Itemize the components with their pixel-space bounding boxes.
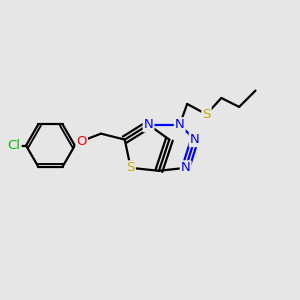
Text: O: O xyxy=(76,135,87,148)
Text: Cl: Cl xyxy=(8,139,21,152)
Text: S: S xyxy=(127,161,135,174)
Text: N: N xyxy=(181,161,190,174)
Text: N: N xyxy=(175,118,184,131)
Text: S: S xyxy=(202,108,211,121)
Text: N: N xyxy=(144,118,153,131)
Text: N: N xyxy=(190,133,200,146)
